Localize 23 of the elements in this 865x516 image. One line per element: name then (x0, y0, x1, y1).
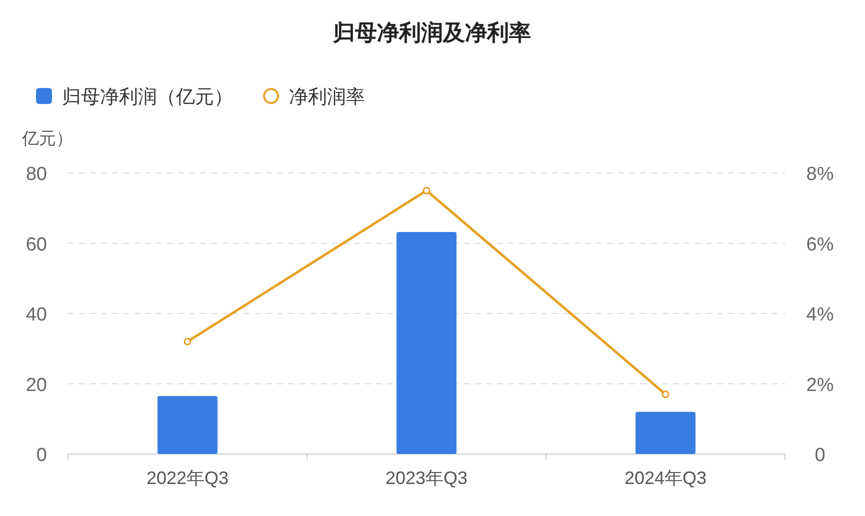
x-tick-label: 2022年Q3 (146, 468, 229, 488)
y-tick-label: 60 (26, 234, 47, 256)
x-tick-label: 2024年Q3 (624, 468, 707, 488)
y-tick-label: 80 (26, 164, 47, 185)
legend-label: 净利润率 (289, 86, 365, 108)
legend-label: 归母净利润（亿元） (62, 86, 233, 108)
point (184, 338, 192, 346)
y2-tick-label: 6% (806, 234, 834, 256)
point (662, 390, 670, 398)
chart-title: 归母净利润及净利率 (332, 20, 531, 45)
y2-tick-label: 8% (806, 164, 834, 185)
y-axis-title: 亿元） (21, 129, 73, 148)
bar (396, 232, 456, 454)
y2-tick-label: 0 (814, 445, 826, 466)
bar (636, 412, 696, 454)
y2-tick-label: 4% (806, 304, 834, 326)
y-tick-label: 20 (26, 374, 47, 396)
x-tick-label: 2023年Q3 (385, 468, 468, 488)
y-tick-label: 0 (36, 445, 47, 466)
y-tick-label: 40 (26, 304, 47, 326)
bar (158, 396, 218, 454)
y2-tick-label: 2% (806, 374, 834, 396)
point (422, 186, 430, 194)
